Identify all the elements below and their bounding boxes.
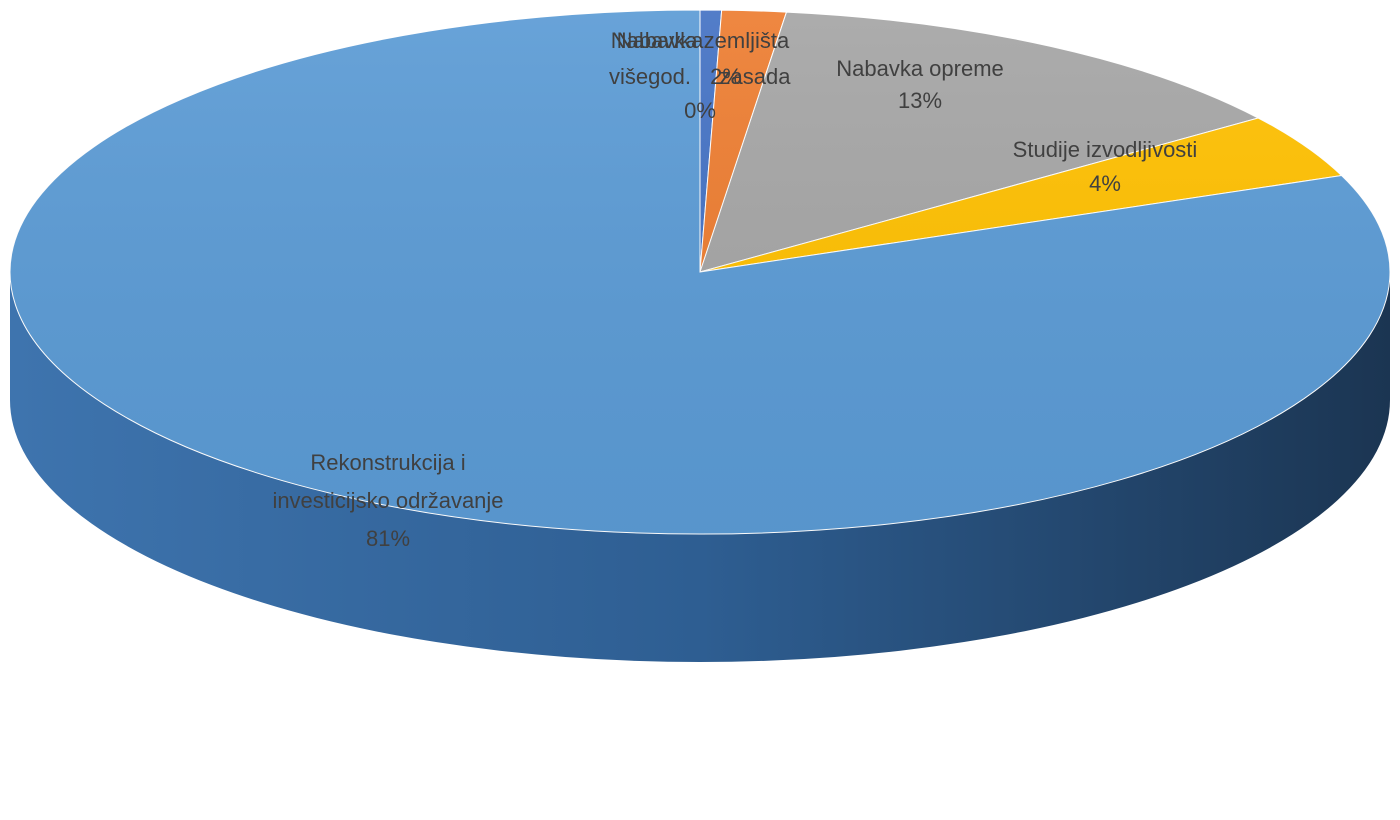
slice-label-5-line-3: 81% <box>366 526 410 551</box>
slice-label-1: Nabavka zemljišta 0% <box>611 28 790 123</box>
pie-side-layer <box>10 272 1390 662</box>
pie-label-layer: Nabavka zemljišta 0% Nabavka višegod. zasada… <box>272 28 1197 551</box>
slice-label-3-line-1: Nabavka opreme <box>836 56 1004 81</box>
pie-slice-layer <box>9 9 1391 535</box>
slice-label-3-line-2: 13% <box>898 88 942 113</box>
slice-label-3: Nabavka opreme 13% <box>836 56 1004 113</box>
slice-label-4: Studije izvodljivosti 4% <box>1013 137 1198 196</box>
slice-label-2-line-3: zasada <box>720 64 792 89</box>
slice-label-2-line-2: višegod. <box>609 64 691 89</box>
pie-top-sheen <box>10 10 1390 534</box>
slice-label-1-line-1: Nabavka zemljišta <box>611 28 790 53</box>
slice-label-1-line-2: 0% <box>684 98 716 123</box>
slice-label-5-line-1: Rekonstrukcija i <box>310 450 465 475</box>
slice-label-5: Rekonstrukcija i investicijsko održavanje… <box>272 450 503 551</box>
slice-label-4-line-1: Studije izvodljivosti <box>1013 137 1198 162</box>
slice-label-5-line-2: investicijsko održavanje <box>272 488 503 513</box>
slice-label-2: Nabavka višegod. zasada2% <box>609 28 791 89</box>
slice-label-4-line-2: 4% <box>1089 171 1121 196</box>
slice-label-2-line-4: 2% <box>710 64 742 89</box>
pie-side-wall <box>10 272 1390 662</box>
slice-label-2-line-1: Nabavka <box>617 28 705 53</box>
